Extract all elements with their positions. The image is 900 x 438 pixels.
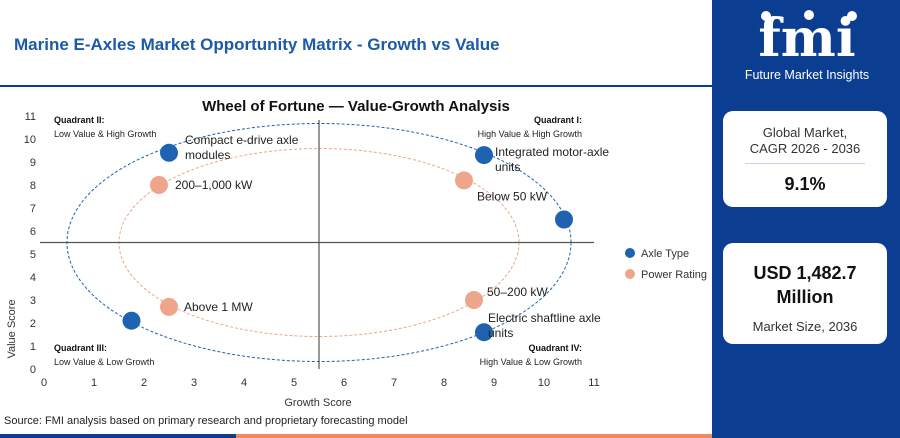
power-rating-point	[150, 176, 168, 194]
y-tick-label: 5	[30, 249, 36, 261]
quadrant-desc: Low Value & High Growth	[54, 129, 156, 139]
cagr-label-line2: CAGR 2026 - 2036	[749, 141, 861, 156]
legend-entry: Power Rating	[641, 269, 707, 281]
y-tick-label: 3	[30, 295, 36, 307]
point-label: Electric shaftline axle	[488, 311, 601, 325]
point-label: 50–200 kW	[487, 285, 548, 299]
axle-type-point	[160, 143, 178, 162]
quadrant-desc: Low Value & Low Growth	[54, 357, 154, 367]
chart-title: Wheel of Fortune — Value-Growth Analysis	[202, 98, 510, 115]
page-title: Marine E-Axles Market Opportunity Matrix…	[14, 35, 500, 54]
axle-type-point	[122, 311, 141, 330]
y-tick-label: 4	[30, 272, 36, 284]
logo-dot-icon	[761, 11, 771, 21]
y-tick-label: 1	[30, 341, 36, 353]
cagr-label: Global Market, CAGR 2026 - 2036	[723, 125, 887, 157]
market-size-value-line2: Million	[776, 287, 834, 307]
axle-type-point	[555, 210, 573, 229]
point-label: modules	[185, 148, 230, 162]
quadrant-title: Quadrant II:	[54, 115, 105, 125]
x-tick-label: 7	[391, 377, 397, 389]
source-note: Source: FMI analysis based on primary re…	[4, 415, 408, 427]
power-rating-point	[160, 297, 178, 316]
x-tick-label: 2	[141, 377, 147, 389]
x-axis-label: Growth Score	[284, 397, 351, 409]
point-label: 200–1,000 kW	[175, 178, 253, 192]
point-label: Compact e-drive axle	[185, 133, 299, 147]
power-rating-point	[455, 171, 473, 190]
quadrant-title: Quadrant IV:	[528, 343, 582, 353]
y-axis-label: Value Score	[6, 299, 18, 358]
legend-swatch	[625, 269, 635, 279]
market-size-label: Market Size, 2036	[752, 319, 858, 334]
x-tick-label: 4	[241, 377, 247, 389]
quadrant-desc: High Value & Low Growth	[480, 357, 582, 367]
footer-bar-navy	[0, 434, 236, 438]
x-tick-label: 0	[41, 377, 47, 389]
point-label: units	[495, 160, 520, 174]
logo-dot-icon	[847, 11, 857, 21]
cagr-label-line1: Global Market,	[762, 125, 848, 140]
x-tick-label: 1	[91, 377, 97, 389]
x-tick-label: 11	[588, 377, 599, 389]
y-tick-label: 2	[30, 318, 36, 330]
cagr-card: Global Market, CAGR 2026 - 2036 9.1%	[723, 111, 887, 207]
x-tick-label: 5	[291, 377, 297, 389]
header-divider	[0, 85, 712, 87]
header: Marine E-Axles Market Opportunity Matrix…	[0, 0, 712, 87]
market-size-value-line1: USD 1,482.7	[753, 263, 857, 283]
point-label: Below 50 kW	[477, 189, 548, 203]
sidebar: fmi Future Market Insights Global Market…	[712, 0, 900, 438]
x-tick-label: 3	[191, 377, 197, 389]
legend-swatch	[625, 248, 635, 258]
cagr-value: 9.1%	[784, 174, 826, 194]
footer-bar-navy-right	[712, 434, 900, 438]
x-tick-label: 8	[441, 377, 447, 389]
y-tick-label: 6	[30, 226, 36, 238]
axle-type-point	[475, 323, 493, 342]
y-tick-label: 7	[30, 203, 36, 215]
y-tick-label: 0	[30, 364, 36, 376]
point-label: Integrated motor-axle	[495, 145, 609, 159]
y-tick-label: 11	[25, 111, 36, 123]
y-tick-label: 9	[30, 157, 36, 169]
footer-bar-orange	[236, 434, 712, 438]
logo-dot-icon	[804, 10, 814, 20]
point-label: Above 1 MW	[184, 300, 253, 314]
y-tick-label: 8	[30, 180, 36, 192]
fmi-logo: fmi Future Market Insights	[732, 6, 882, 86]
x-tick-label: 9	[491, 377, 497, 389]
axle-type-point	[475, 146, 493, 165]
card-divider	[745, 163, 865, 164]
power-rating-point	[465, 291, 483, 309]
market-size-value: USD 1,482.7 Million	[723, 261, 887, 309]
market-size-card: USD 1,482.7 Million Market Size, 2036	[723, 243, 887, 344]
opportunity-matrix-chart: Wheel of Fortune — Value-Growth Analysis…	[6, 98, 707, 409]
quadrant-title: Quadrant I:	[534, 115, 582, 125]
legend-entry: Axle Type	[641, 248, 689, 260]
x-tick-label: 6	[341, 377, 347, 389]
logo-tagline: Future Market Insights	[744, 68, 870, 82]
quadrant-desc: High Value & High Growth	[478, 129, 582, 139]
point-label: units	[488, 326, 513, 340]
fmi-logo-mark: fmi	[758, 8, 857, 69]
y-tick-label: 10	[24, 134, 36, 146]
x-tick-label: 10	[538, 377, 550, 389]
quadrant-title: Quadrant III:	[54, 343, 107, 353]
